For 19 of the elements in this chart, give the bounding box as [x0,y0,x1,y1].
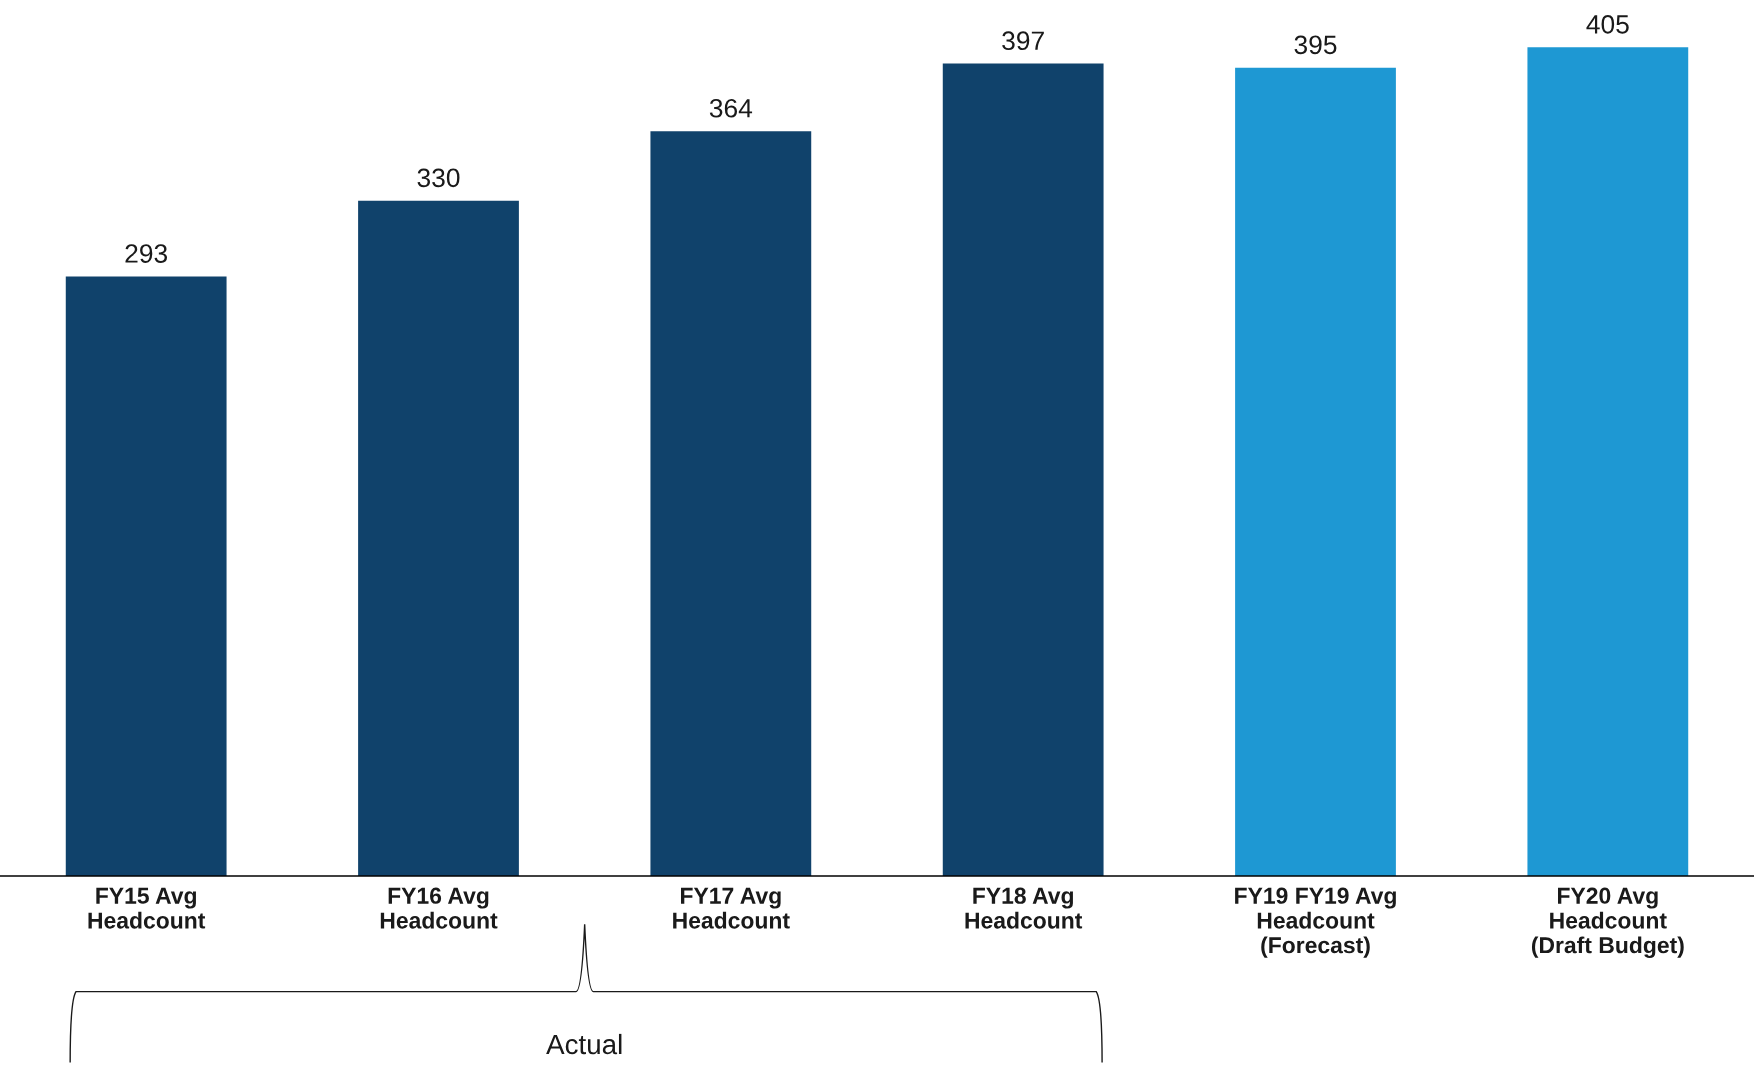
bar [942,63,1104,877]
data-label: 395 [1294,35,1337,55]
x-tick-label: FY20 Avg Headcount (Draft Budget) [1531,887,1684,958]
data-label: 293 [125,244,168,263]
data-label: 405 [1586,15,1629,34]
data-label: 397 [1002,31,1044,51]
bar [1527,47,1689,877]
x-tick-label: FY17 Avg Headcount [673,887,790,929]
bar [65,276,227,877]
x-tick-label: FY19 FY19 Avg Headcount (Forecast) [1235,887,1396,958]
x-tick-label: FY18 Avg Headcount [965,887,1083,929]
data-label: 330 [417,168,460,188]
text: Actual [546,1033,622,1055]
bar [1235,67,1396,877]
x-tick-label: FY16 Avg Headcount [380,887,498,929]
data-label: 364 [709,98,753,118]
bar [650,131,812,877]
bar [358,200,519,877]
x-tick-label: FY15 Avg Headcount [88,887,206,929]
